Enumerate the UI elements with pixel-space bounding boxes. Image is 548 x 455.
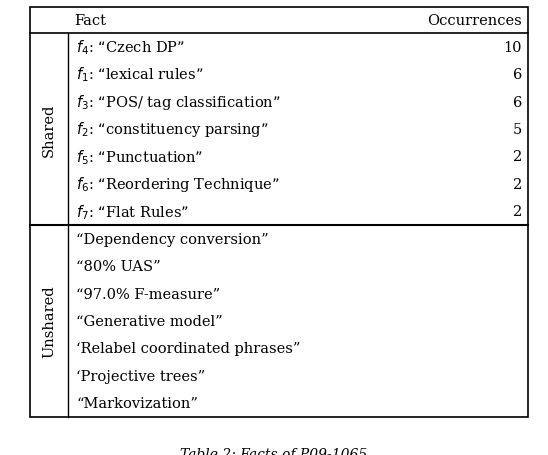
Text: 2: 2 <box>513 150 522 164</box>
Text: Fact: Fact <box>74 14 106 28</box>
Text: $f_{3}$: “POS/ tag classification”: $f_{3}$: “POS/ tag classification” <box>76 93 281 112</box>
Text: ‘Relabel coordinated phrases”: ‘Relabel coordinated phrases” <box>76 342 300 356</box>
Text: $f_{6}$: “Reordering Technique”: $f_{6}$: “Reordering Technique” <box>76 175 279 194</box>
Text: 6: 6 <box>512 68 522 82</box>
Text: $f_{4}$: “Czech DP”: $f_{4}$: “Czech DP” <box>76 38 185 57</box>
Text: “Dependency conversion”: “Dependency conversion” <box>76 232 269 246</box>
Text: “80% UAS”: “80% UAS” <box>76 259 161 273</box>
Text: 5: 5 <box>513 123 522 136</box>
Text: $f_{7}$: “Flat Rules”: $f_{7}$: “Flat Rules” <box>76 202 189 221</box>
Text: Table 2: Facts of P09-1065: Table 2: Facts of P09-1065 <box>180 447 368 455</box>
Bar <box>30 8 528 417</box>
Text: Occurrences: Occurrences <box>427 14 522 28</box>
Text: 2: 2 <box>513 205 522 219</box>
Text: $f_{1}$: “lexical rules”: $f_{1}$: “lexical rules” <box>76 66 203 84</box>
Text: ‘Projective trees”: ‘Projective trees” <box>76 369 205 383</box>
Text: 10: 10 <box>504 40 522 55</box>
Text: $f_{2}$: “constituency parsing”: $f_{2}$: “constituency parsing” <box>76 120 269 139</box>
Text: “Generative model”: “Generative model” <box>76 314 222 328</box>
Text: “97.0% F-measure”: “97.0% F-measure” <box>76 287 220 301</box>
Text: Shared: Shared <box>42 103 56 157</box>
Text: 6: 6 <box>512 96 522 109</box>
Text: 2: 2 <box>513 177 522 192</box>
Text: Unshared: Unshared <box>42 285 56 358</box>
Text: “Markovization”: “Markovization” <box>76 396 198 410</box>
Text: $f_{5}$: “Punctuation”: $f_{5}$: “Punctuation” <box>76 148 203 167</box>
